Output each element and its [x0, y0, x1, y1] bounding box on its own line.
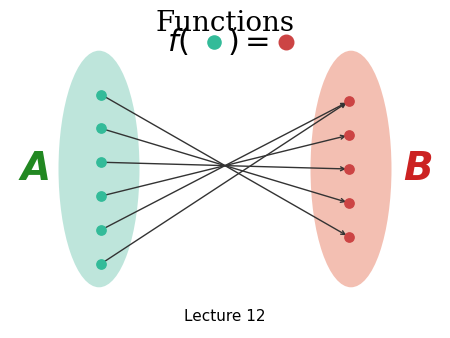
Point	[98, 126, 105, 131]
Point	[210, 40, 217, 45]
Point	[345, 166, 352, 172]
Point	[98, 227, 105, 233]
Point	[345, 132, 352, 138]
Text: $) =$: $) =$	[227, 27, 270, 58]
Point	[98, 193, 105, 199]
Text: Lecture 12: Lecture 12	[184, 310, 266, 324]
Text: Functions: Functions	[156, 10, 294, 37]
Point	[98, 261, 105, 266]
Text: B: B	[404, 150, 433, 188]
Text: $f($: $f($	[167, 27, 189, 58]
Text: A: A	[21, 150, 51, 188]
Point	[98, 160, 105, 165]
Point	[282, 40, 289, 45]
Point	[345, 200, 352, 206]
Ellipse shape	[310, 51, 392, 287]
Point	[345, 234, 352, 239]
Point	[345, 99, 352, 104]
Ellipse shape	[58, 51, 140, 287]
Point	[98, 92, 105, 97]
